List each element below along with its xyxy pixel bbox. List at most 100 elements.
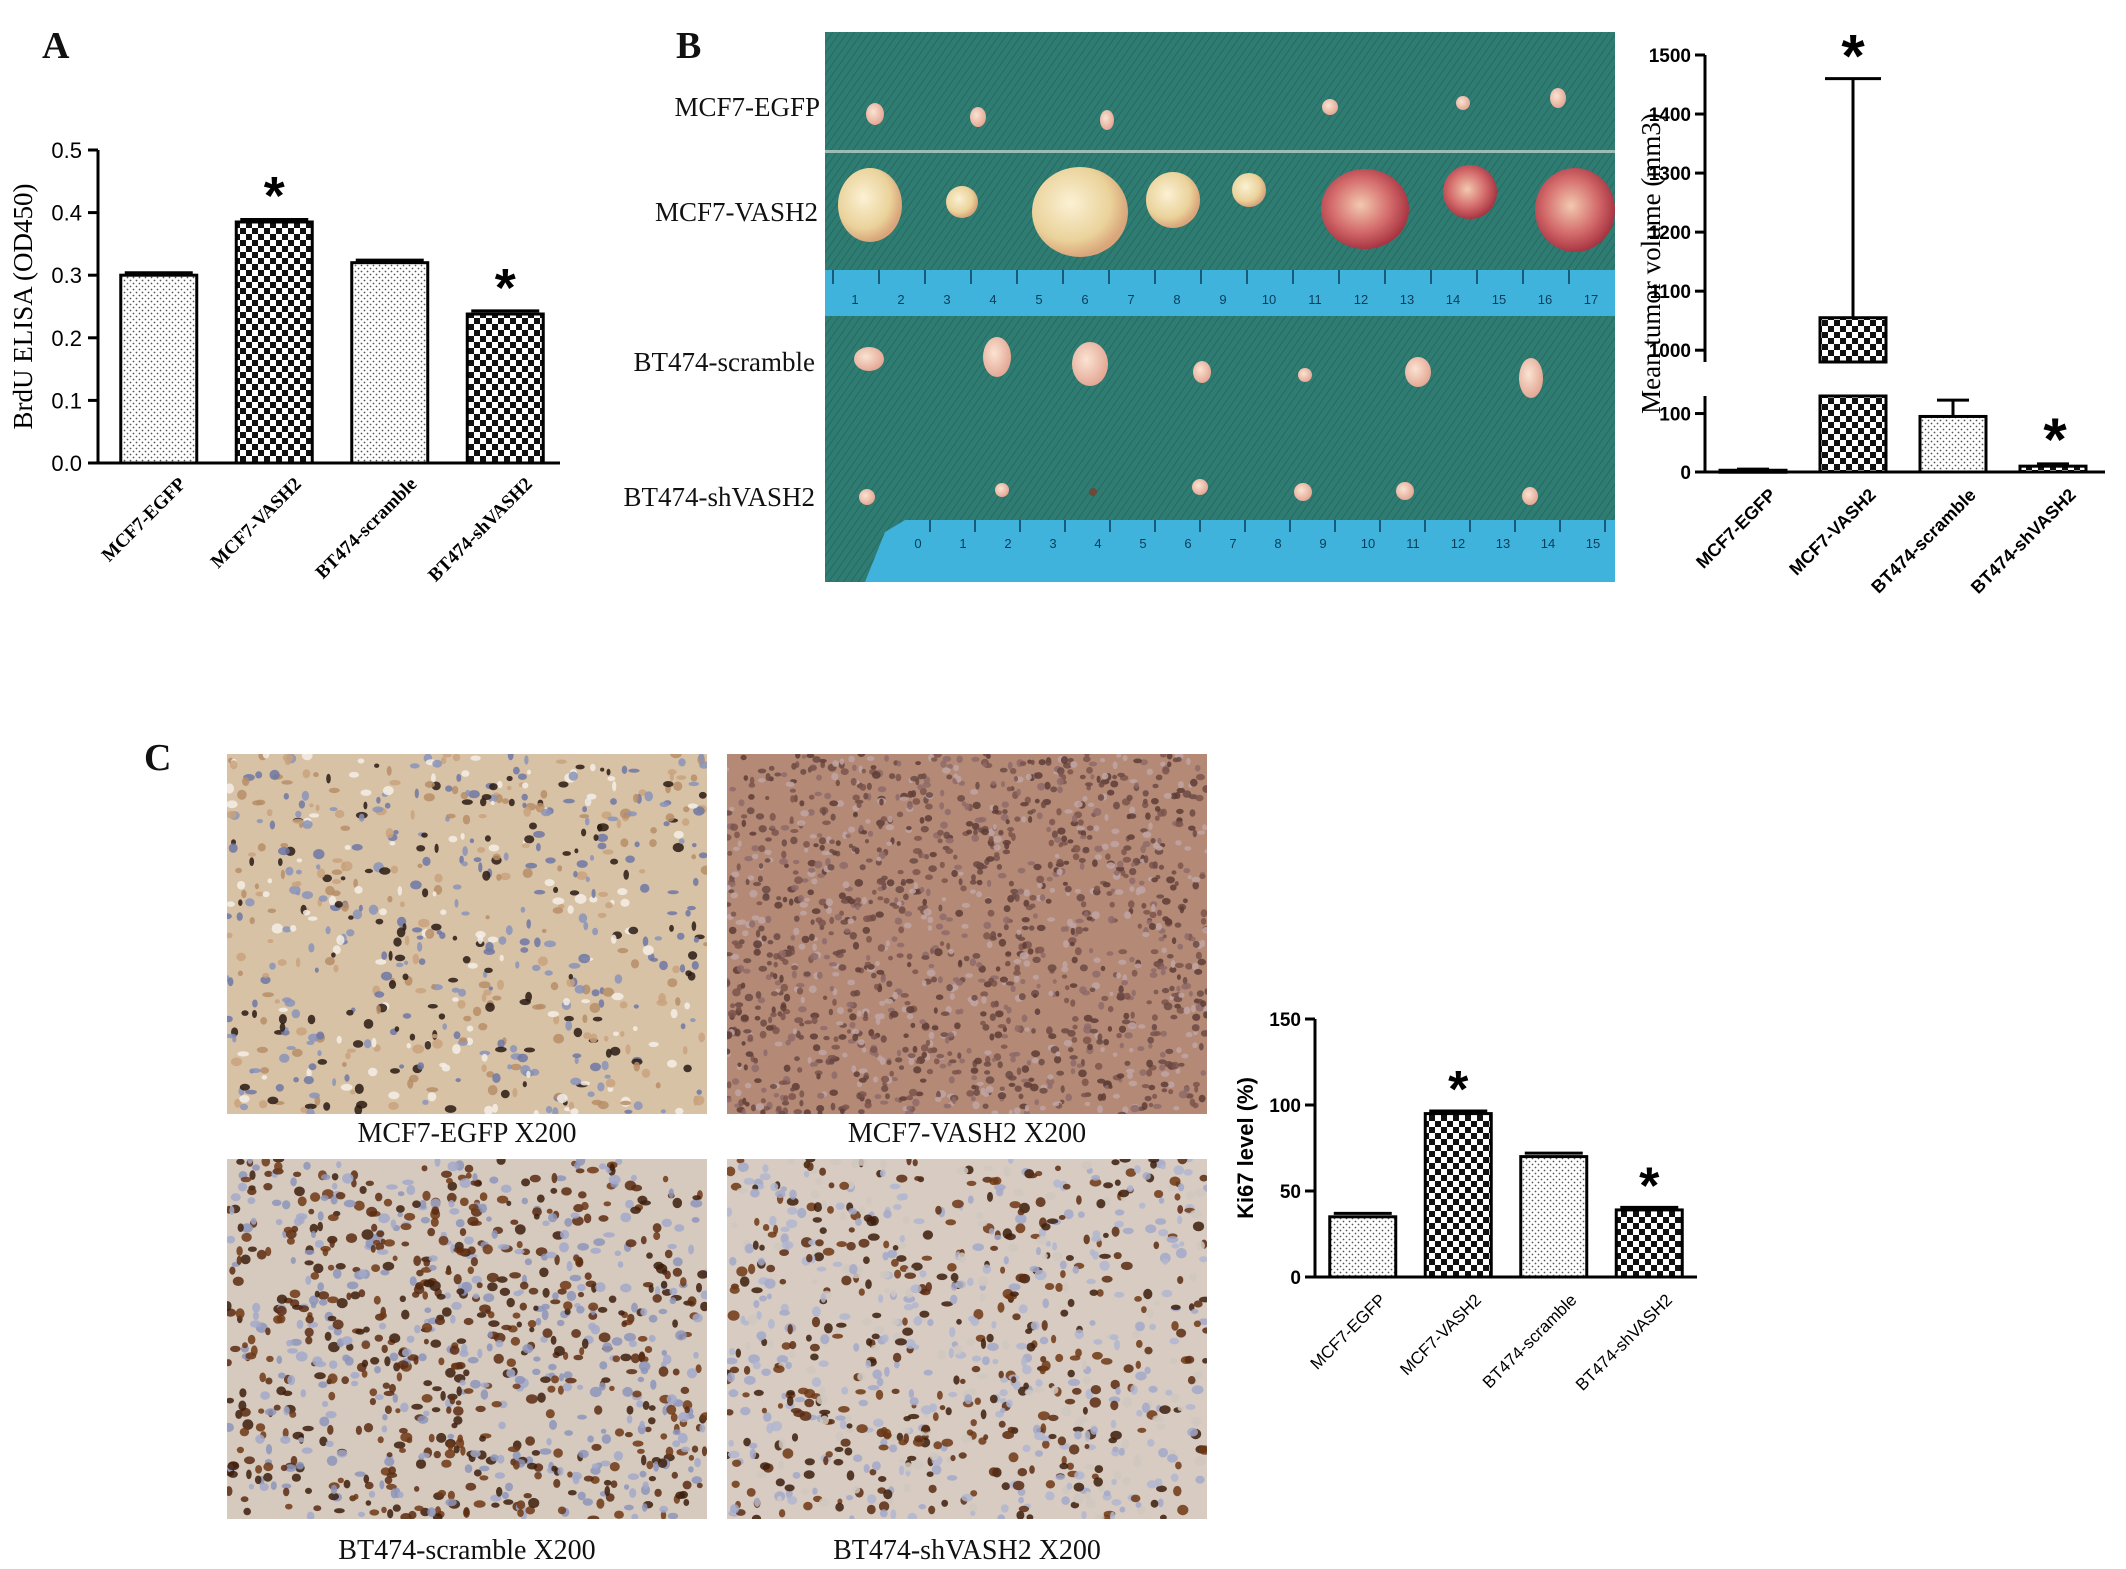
x-tick-label: BT474-scramble xyxy=(1867,485,1979,597)
y-tick-label: 0.2 xyxy=(51,326,82,351)
significance-star: * xyxy=(1841,23,1865,90)
y-axis-label: Mean tumor volume (mm3) xyxy=(1636,113,1666,414)
significance-star: * xyxy=(2043,406,2067,473)
ruler-tick-label: 11 xyxy=(1308,292,1322,307)
y-tick-label: 50 xyxy=(1280,1182,1301,1203)
significance-star: * xyxy=(495,258,516,318)
ruler-tick-label: 3 xyxy=(1049,536,1056,551)
x-tick-label: BT474-shVASH2 xyxy=(1572,1290,1676,1394)
ihc-image-mcf7-vash2 xyxy=(727,754,1207,1114)
y-tick-label: 1400 xyxy=(1649,105,1691,126)
x-tick-label: MCF7-EGFP xyxy=(1307,1290,1390,1373)
bar-bt474-scramble xyxy=(350,261,430,465)
bar-mcf7-vash2-upper xyxy=(1818,316,1888,364)
x-tick-label: BT474-shVASH2 xyxy=(1967,485,2080,598)
tumors-row-bt474-scramble xyxy=(854,337,1543,398)
panel-letter-a: A xyxy=(42,25,70,67)
x-tick-label: MCF7-VASH2 xyxy=(207,474,306,573)
x-tick-label: BT474-scramble xyxy=(1479,1290,1581,1392)
ruler-tick-label: 12 xyxy=(1451,536,1465,551)
ruler-tick-label: 0 xyxy=(914,536,921,551)
ruler-tick-label: 16 xyxy=(1538,292,1552,307)
caption-bt474-scramble: BT474-scramble X200 xyxy=(338,1535,596,1566)
y-tick-label: 0.0 xyxy=(51,451,82,476)
ruler-tick-label: 10 xyxy=(1361,536,1375,551)
ruler-tick-label: 4 xyxy=(1094,536,1101,551)
ruler-tick-label: 3 xyxy=(943,292,950,307)
y-axis-label: BrdU ELISA (OD450) xyxy=(8,184,38,430)
y-tick-label: 0 xyxy=(1290,1268,1301,1289)
ruler-tick-label: 17 xyxy=(1584,292,1598,307)
y-tick-label: 1200 xyxy=(1649,223,1691,244)
tumors-row-mcf7-vash2 xyxy=(838,165,1615,257)
y-tick-label: 0.1 xyxy=(51,388,82,413)
ruler-tick-label: 1 xyxy=(959,536,966,551)
ruler-tick-label: 6 xyxy=(1184,536,1191,551)
y-tick-label: 0.5 xyxy=(51,138,82,163)
y-tick-label: 150 xyxy=(1269,1010,1301,1031)
significance-star: * xyxy=(1639,1157,1660,1215)
ruler-tick-label: 5 xyxy=(1139,536,1146,551)
ruler-tick-label: 15 xyxy=(1586,536,1600,551)
ruler-tick-label: 8 xyxy=(1173,292,1180,307)
x-tick-label: MCF7-EGFP xyxy=(1692,485,1780,573)
bar-mcf7-vash2 xyxy=(1423,1112,1493,1279)
bar-bt474-shvash2 xyxy=(465,312,545,465)
bar-mcf7-egfp xyxy=(1328,1215,1398,1279)
ruler-tick-label: 15 xyxy=(1492,292,1506,307)
bar-bt474-scramble xyxy=(1519,1155,1589,1279)
ihc-image-bt474-scramble xyxy=(227,1159,707,1519)
y-tick-label: 1100 xyxy=(1650,282,1691,303)
panel-letter-b: B xyxy=(676,25,702,67)
tumors-row-bt474-shvash2 xyxy=(859,479,1538,505)
y-tick-label: 0 xyxy=(1680,463,1691,484)
row-label-mcf7-vash2: MCF7-VASH2 xyxy=(654,197,818,227)
x-tick-label: MCF7-VASH2 xyxy=(1785,485,1880,580)
y-tick-label: 100 xyxy=(1659,405,1691,426)
row-label-bt474-scramble: BT474-scramble xyxy=(633,347,815,377)
caption-mcf7-vash2: MCF7-VASH2 X200 xyxy=(847,1118,1087,1149)
ruler-tick-label: 4 xyxy=(989,292,996,307)
ruler-tick-label: 7 xyxy=(1127,292,1134,307)
ruler-tick-label: 13 xyxy=(1496,536,1510,551)
caption-bt474-shvash2: BT474-shVASH2 X200 xyxy=(833,1535,1101,1566)
bar-bt474-scramble xyxy=(1918,414,1988,474)
ruler-tick-label: 9 xyxy=(1219,292,1226,307)
ruler-tick-label: 14 xyxy=(1541,536,1555,551)
ruler-bottom: 0 1 2 3 4 5 6 7 8 9 10 11 12 13 14 15 xyxy=(914,520,1606,551)
chart-c-ki67: 0 50 100 150 Ki67 level (%) MCF7-EGFP * MCF7-VA… xyxy=(1233,1010,1697,1394)
y-tick-label: 0.3 xyxy=(51,263,82,288)
significance-star: * xyxy=(264,166,285,226)
ruler-tick-label: 1 xyxy=(851,292,858,307)
bar-mcf7-vash2-lower xyxy=(1818,394,1888,474)
ruler-tick-label: 11 xyxy=(1406,536,1420,551)
x-tick-label: BT474-shVASH2 xyxy=(424,474,536,586)
ruler-tick-label: 10 xyxy=(1262,292,1276,307)
bar-bt474-shvash2 xyxy=(1614,1208,1684,1279)
row-label-mcf7-egfp: MCF7-EGFP xyxy=(674,92,820,122)
y-tick-label: 100 xyxy=(1269,1096,1301,1117)
chart-b-tumor-volume: 0 100 1000 1100 1200 1300 1400 1500 Mean tumor v… xyxy=(1636,23,2105,598)
significance-star: * xyxy=(1448,1061,1469,1119)
ruler-tick-label: 14 xyxy=(1446,292,1460,307)
y-tick-label: 1000 xyxy=(1649,341,1691,362)
panel-letter-c: C xyxy=(144,737,172,779)
ruler-tick-label: 8 xyxy=(1274,536,1281,551)
ihc-image-bt474-shvash2 xyxy=(727,1159,1207,1519)
chart-a-brdu: 0.0 0.1 0.2 0.3 0.4 0.5 BrdU ELISA (OD450) MCF7… xyxy=(8,138,560,586)
tumor-photo: 1 2 3 4 5 6 7 8 9 10 11 12 13 14 15 16 17 0 1 2 3 4 5 6 7 8 9 10 11… xyxy=(825,32,1615,582)
ruler-tick-label: 9 xyxy=(1319,536,1326,551)
ruler-tick-label: 6 xyxy=(1081,292,1088,307)
tumors-row-mcf7-egfp xyxy=(866,88,1566,130)
ruler-tick-label: 2 xyxy=(1004,536,1011,551)
y-axis-label: Ki67 level (%) xyxy=(1233,1077,1258,1219)
bar-mcf7-vash2 xyxy=(234,220,314,465)
ihc-image-mcf7-egfp xyxy=(227,754,707,1114)
x-tick-label: MCF7-VASH2 xyxy=(1396,1290,1485,1379)
ruler-tick-label: 5 xyxy=(1035,292,1042,307)
x-tick-label: MCF7-EGFP xyxy=(98,473,191,566)
y-tick-label: 1500 xyxy=(1649,46,1691,67)
ruler-tick-label: 7 xyxy=(1229,536,1236,551)
row-label-bt474-shvash2: BT474-shVASH2 xyxy=(623,482,815,512)
